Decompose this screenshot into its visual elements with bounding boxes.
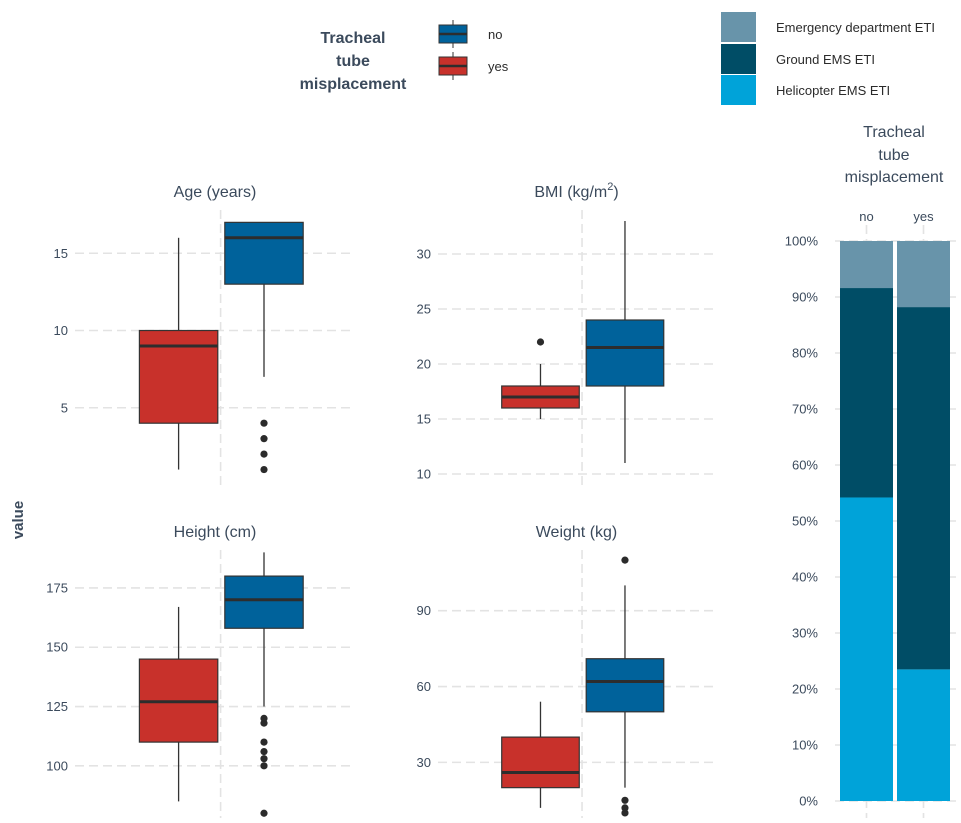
y-tick-label: 40% xyxy=(792,570,818,585)
y-axis-label: value xyxy=(10,501,27,539)
box-iqr xyxy=(501,736,580,789)
legend-key-no xyxy=(438,20,468,48)
category-label: yes xyxy=(913,209,934,224)
legend-swatch-ground xyxy=(721,44,756,74)
box-no xyxy=(224,221,304,474)
legend-title-line: Tracheal xyxy=(321,30,386,47)
box-no xyxy=(224,552,304,817)
outlier-point xyxy=(621,556,629,564)
panel-1: 10 15 20 25 30 BMI (kg/m2) xyxy=(417,181,715,485)
legend-label-ground: Ground EMS ETI xyxy=(776,52,875,67)
y-tick-label: 20% xyxy=(792,682,818,697)
y-tick-label: 10 xyxy=(417,467,431,482)
legend-swatch-ed xyxy=(721,12,756,42)
box-no xyxy=(585,221,665,463)
eti-legend: Emergency department ETI Ground EMS ETI He… xyxy=(721,12,935,105)
y-tick-label: 125 xyxy=(46,699,68,714)
bar-panel-title-line: misplacement xyxy=(845,169,944,186)
outlier-point xyxy=(260,714,268,722)
box-no xyxy=(585,556,665,817)
box-iqr xyxy=(224,221,304,285)
outlier-point xyxy=(260,465,268,474)
box-iqr xyxy=(585,658,665,713)
y-tick-label: 15 xyxy=(417,412,431,427)
y-tick-label: 175 xyxy=(46,580,68,595)
outlier-point xyxy=(260,747,268,756)
bar-segment-ed xyxy=(840,241,893,289)
box-iqr xyxy=(224,575,304,629)
y-tick-label: 100 xyxy=(46,758,68,773)
panel-title: Weight (kg) xyxy=(536,524,618,541)
bar-segment-ed xyxy=(897,241,950,308)
fill-legend: Tracheal tube misplacement no yes xyxy=(300,20,509,93)
box-iqr xyxy=(138,329,219,424)
superscript: 2 xyxy=(607,181,613,193)
panel-title: Height (cm) xyxy=(174,524,257,541)
panel-0: 5 10 15 Age (years) xyxy=(54,184,355,485)
y-tick-label: 90 xyxy=(417,603,431,618)
outlier-point xyxy=(260,762,268,770)
box-yes xyxy=(138,606,219,802)
box-iqr xyxy=(585,319,665,387)
legend-title-line: tube xyxy=(336,53,370,70)
outlier-point xyxy=(260,419,268,427)
legend-label-no: no xyxy=(488,27,502,42)
bar-segment-ground xyxy=(840,288,893,498)
outlier-point xyxy=(260,755,268,763)
outlier-point xyxy=(621,804,629,812)
panel-title: Age (years) xyxy=(174,184,257,201)
y-tick-label: 60 xyxy=(417,679,431,694)
box-yes xyxy=(138,237,219,470)
bar-segment-heli xyxy=(840,497,893,801)
bar-segment-ground xyxy=(897,307,950,670)
outlier-point xyxy=(621,809,629,817)
y-tick-label: 30 xyxy=(417,755,431,770)
legend-swatch-heli xyxy=(721,75,756,105)
y-tick-label: 60% xyxy=(792,458,818,473)
y-tick-label: 70% xyxy=(792,402,818,417)
outlier-point xyxy=(260,450,268,458)
y-tick-label: 15 xyxy=(54,246,68,261)
boxplot-panels: 5 10 15 Age (years) 10 15 20 25 30 BMI (kg/m2) 100… xyxy=(46,181,715,818)
y-tick-label: 10 xyxy=(54,323,68,338)
outlier-point xyxy=(260,809,268,817)
title-rest: ) xyxy=(613,184,618,201)
y-tick-label: 30 xyxy=(417,247,431,262)
box-yes xyxy=(501,701,580,808)
category-label: no xyxy=(859,209,873,224)
y-tick-label: 80% xyxy=(792,346,818,361)
y-tick-label: 0% xyxy=(799,794,818,809)
outlier-point xyxy=(260,738,268,746)
panel-2: 100 125 150 175 Height (cm) xyxy=(46,524,355,818)
y-tick-label: 20 xyxy=(417,357,431,372)
y-tick-label: 25 xyxy=(417,302,431,317)
legend-title-line: misplacement xyxy=(300,76,407,93)
panel-3: 30 60 90 Weight (kg) xyxy=(417,524,715,818)
legend-label-ed: Emergency department ETI xyxy=(776,20,935,35)
panel-title: BMI (kg/m2) xyxy=(534,181,618,201)
legend-label-heli: Helicopter EMS ETI xyxy=(776,83,890,98)
outlier-point xyxy=(536,338,545,346)
y-tick-label: 10% xyxy=(792,738,818,753)
bar-segment-heli xyxy=(897,669,950,801)
outlier-point xyxy=(260,435,268,443)
y-tick-label: 90% xyxy=(792,290,818,305)
y-tick-label: 100% xyxy=(785,234,819,249)
y-tick-label: 50% xyxy=(792,514,818,529)
legend-label-yes: yes xyxy=(488,59,509,74)
y-tick-label: 30% xyxy=(792,626,818,641)
outlier-point xyxy=(621,796,629,804)
y-tick-label: 150 xyxy=(46,640,68,655)
bar-panel-title-line: tube xyxy=(878,147,909,164)
bar-panel-title-line: Tracheal xyxy=(863,124,925,141)
box-yes xyxy=(501,338,580,419)
legend-key-yes xyxy=(438,52,468,80)
stacked-bar-panel: 0% 10% 20% 30% 40% 50% 60% 70% 80% 90% 100% no yes Tr… xyxy=(785,124,961,818)
y-tick-label: 5 xyxy=(61,400,68,415)
